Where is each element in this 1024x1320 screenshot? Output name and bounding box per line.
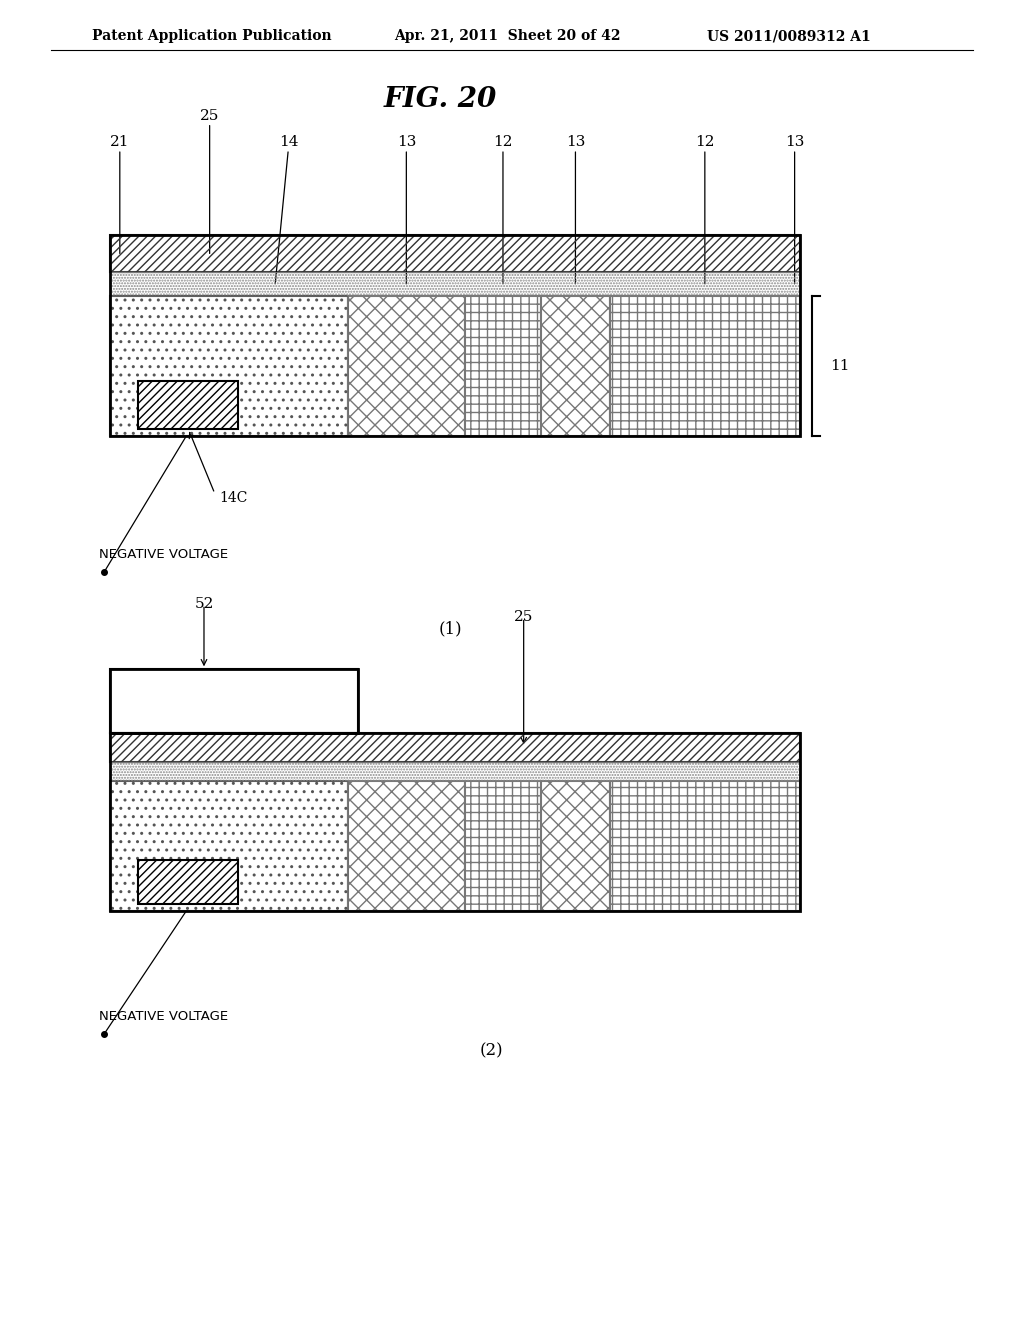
Bar (110, 296, 348, 436)
Bar (465, 781, 541, 911)
Bar (348, 781, 465, 911)
Bar (110, 733, 800, 911)
Text: (2): (2) (479, 1043, 504, 1060)
Text: (1): (1) (438, 620, 463, 638)
Bar (610, 781, 800, 911)
Bar (110, 235, 800, 436)
Bar (541, 296, 610, 436)
Text: 14: 14 (275, 135, 299, 284)
Bar (110, 235, 800, 272)
Bar (465, 781, 541, 911)
Text: 13: 13 (565, 135, 585, 284)
Bar (541, 296, 610, 436)
Bar (110, 762, 800, 781)
Text: 52: 52 (195, 597, 214, 611)
Text: 13: 13 (396, 135, 416, 284)
Bar (541, 781, 610, 911)
Text: 11: 11 (830, 359, 850, 372)
Text: 21: 21 (110, 135, 130, 253)
Bar (110, 296, 348, 436)
Bar (110, 669, 358, 733)
Text: Patent Application Publication: Patent Application Publication (92, 29, 332, 44)
Bar (110, 669, 358, 733)
Bar (110, 235, 800, 272)
Bar (610, 296, 800, 436)
Bar (110, 733, 800, 762)
Text: US 2011/0089312 A1: US 2011/0089312 A1 (707, 29, 870, 44)
Text: 14C: 14C (219, 491, 247, 506)
Bar (110, 781, 348, 911)
Bar (110, 762, 800, 781)
Bar (110, 272, 800, 296)
Text: FIG. 20: FIG. 20 (384, 86, 497, 112)
Bar (465, 296, 541, 436)
Text: 12: 12 (695, 135, 715, 284)
Bar (348, 296, 465, 436)
Bar (110, 781, 348, 911)
Bar (138, 861, 239, 904)
Bar (138, 381, 239, 429)
Bar (110, 669, 358, 733)
Bar (610, 296, 800, 436)
Text: Apr. 21, 2011  Sheet 20 of 42: Apr. 21, 2011 Sheet 20 of 42 (394, 29, 621, 44)
Bar (610, 781, 800, 911)
Bar (465, 296, 541, 436)
Bar (348, 781, 465, 911)
Text: 12: 12 (494, 135, 513, 284)
Bar (348, 296, 465, 436)
Text: 25: 25 (514, 610, 534, 624)
Text: 25: 25 (200, 108, 219, 253)
Text: NEGATIVE VOLTAGE: NEGATIVE VOLTAGE (99, 1010, 228, 1023)
Bar (110, 272, 800, 296)
Bar (541, 781, 610, 911)
Bar (138, 861, 239, 904)
Bar (138, 381, 239, 429)
Bar (110, 733, 800, 762)
Text: 13: 13 (785, 135, 804, 284)
Text: NEGATIVE VOLTAGE: NEGATIVE VOLTAGE (99, 548, 228, 561)
